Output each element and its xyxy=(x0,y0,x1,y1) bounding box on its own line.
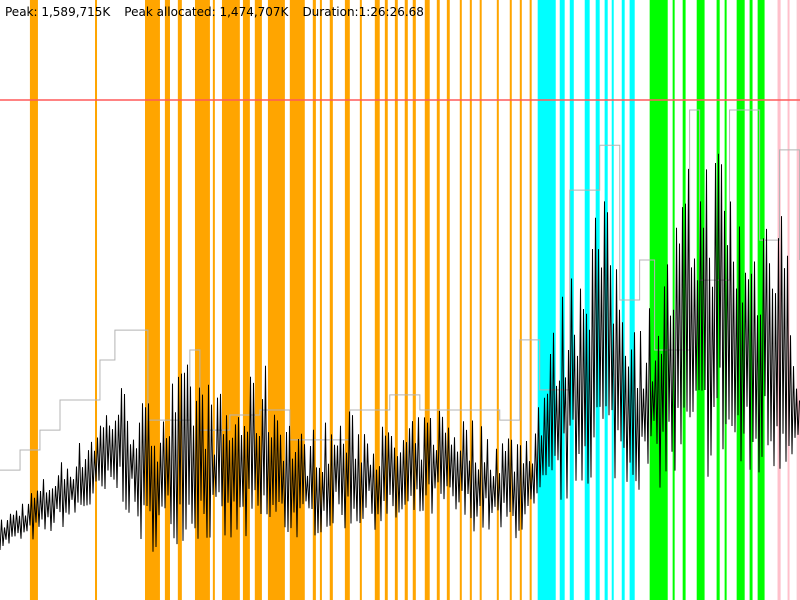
orange-gc-band xyxy=(436,0,440,600)
orange-gc-band xyxy=(344,0,350,600)
green-gc-band xyxy=(736,0,745,600)
peak-allocated-label: Peak allocated: 1,474,707K xyxy=(124,5,289,19)
orange-gc-band xyxy=(212,0,215,600)
orange-gc-band xyxy=(509,0,512,600)
green-gc-band xyxy=(716,0,720,600)
orange-gc-band xyxy=(254,0,262,600)
pink-gc-band xyxy=(787,0,790,600)
orange-gc-band xyxy=(164,0,170,600)
orange-gc-band xyxy=(384,0,388,600)
cyan-gc-band xyxy=(611,0,614,600)
orange-gc-band xyxy=(519,0,522,600)
orange-gc-band xyxy=(412,0,416,600)
orange-gc-band xyxy=(479,0,482,600)
orange-gc-band xyxy=(469,0,472,600)
orange-gc-band xyxy=(529,0,532,600)
green-gc-band xyxy=(672,0,675,600)
green-gc-band xyxy=(757,0,765,600)
peak-label: Peak: 1,589,715K xyxy=(5,5,111,19)
orange-gc-band xyxy=(446,0,450,600)
cyan-gc-band xyxy=(584,0,590,600)
green-gc-band xyxy=(682,0,686,600)
orange-gc-band xyxy=(312,0,316,600)
summary-header: Peak: 1,589,715K Peak allocated: 1,474,7… xyxy=(5,5,424,19)
orange-gc-band xyxy=(359,0,362,600)
cyan-gc-band xyxy=(604,0,608,600)
green-gc-band xyxy=(724,0,727,600)
orange-gc-band xyxy=(95,0,98,600)
orange-gc-band xyxy=(404,0,408,600)
orange-gc-band xyxy=(319,0,322,600)
orange-gc-band xyxy=(424,0,430,600)
duration-label: Duration:1:26:26.68 xyxy=(302,5,424,19)
orange-gc-band xyxy=(496,0,499,600)
orange-gc-band xyxy=(177,0,182,600)
used-heap-line xyxy=(0,153,800,552)
orange-gc-band xyxy=(459,0,462,600)
orange-gc-band xyxy=(394,0,398,600)
committed-heap-line xyxy=(0,109,800,471)
green-gc-band xyxy=(649,0,668,600)
pink-gc-band xyxy=(796,0,800,600)
orange-gc-band xyxy=(29,0,38,600)
gc-bands xyxy=(29,0,800,600)
cyan-gc-band xyxy=(537,0,556,600)
orange-gc-band xyxy=(242,0,250,600)
orange-gc-band xyxy=(374,0,380,600)
green-gc-band xyxy=(696,0,705,600)
orange-gc-band xyxy=(329,0,333,600)
